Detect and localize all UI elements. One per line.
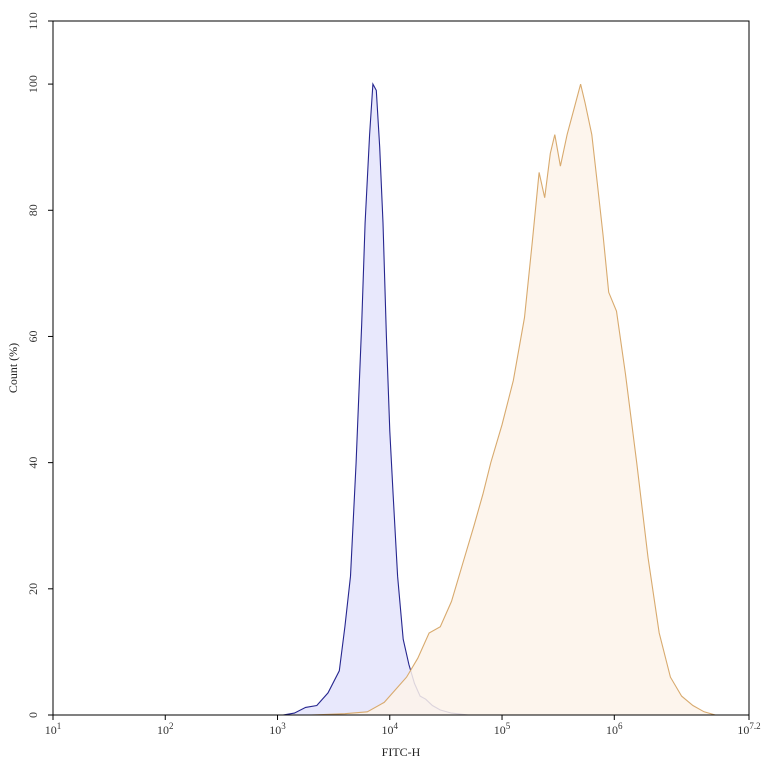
y-axis-title: Count (%): [6, 343, 20, 393]
y-tick-label: 0: [26, 712, 40, 718]
x-axis-title: FITC-H: [382, 745, 421, 759]
x-tick-label: 104: [382, 721, 399, 737]
y-tick-label: 110: [26, 12, 40, 30]
y-tick-label: 100: [26, 75, 40, 93]
y-axis-ticks: 0 20 40 60 80 100 110: [26, 12, 53, 718]
y-tick-label: 60: [26, 330, 40, 342]
series-layer: [53, 82, 749, 716]
plot-frame: [52, 20, 750, 716]
x-tick-label: 106: [606, 721, 623, 737]
series-2-line: [53, 83, 749, 716]
y-tick-label: 40: [26, 457, 40, 469]
series-2-area: [53, 84, 749, 716]
y-tick-label: 80: [26, 204, 40, 216]
x-tick-label: 103: [269, 721, 286, 737]
x-tick-label: 105: [494, 721, 511, 737]
x-tick-label: 107.2: [737, 721, 760, 737]
x-tick-label: 102: [157, 721, 174, 737]
x-axis-ticks: 101 102 103 104 105 106 107.2: [45, 715, 761, 737]
y-tick-label: 20: [26, 583, 40, 595]
x-tick-label: 101: [45, 721, 62, 737]
